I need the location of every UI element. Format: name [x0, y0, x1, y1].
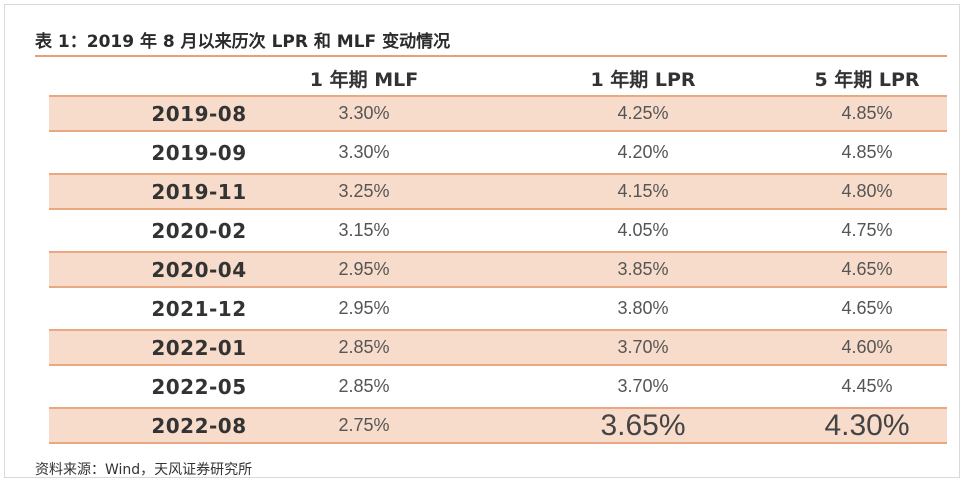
- row-mlf: 2.95%: [338, 259, 390, 279]
- row-lpr-1y: 3.65%: [600, 408, 686, 442]
- table-title: 表 1：2019 年 8 月以来历次 LPR 和 MLF 变动情况: [35, 32, 451, 52]
- row-lpr-5y: 4.80%: [841, 181, 893, 201]
- table-row: 2019-11 3.25% 4.15% 4.80%: [49, 173, 947, 210]
- header-mlf: 1 年期 MLF: [309, 68, 419, 91]
- row-lpr-1y: 3.85%: [617, 259, 669, 279]
- row-date: 2020-02: [151, 218, 247, 243]
- row-lpr-1y: 4.05%: [617, 220, 669, 240]
- row-lpr-1y: 3.70%: [617, 376, 669, 396]
- table-row: 2020-02 3.15% 4.05% 4.75%: [49, 212, 947, 249]
- table-row: 2019-09 3.30% 4.20% 4.85%: [49, 134, 947, 171]
- header-lpr-1y: 1 年期 LPR: [590, 68, 696, 91]
- row-lpr-5y: 4.85%: [841, 142, 893, 162]
- row-lpr-5y: 4.30%: [824, 408, 910, 442]
- row-lpr-5y: 4.65%: [841, 259, 893, 279]
- row-mlf: 3.25%: [338, 181, 390, 201]
- row-mlf: 2.85%: [338, 376, 390, 396]
- table-row: 2019-08 3.30% 4.25% 4.85%: [49, 95, 947, 132]
- row-date: 2019-09: [151, 140, 247, 165]
- row-date: 2022-01: [151, 335, 247, 360]
- row-date: 2020-04: [151, 257, 247, 282]
- row-mlf: 2.95%: [338, 298, 390, 318]
- row-lpr-5y: 4.65%: [841, 298, 893, 318]
- row-date: 2022-08: [151, 413, 247, 438]
- table-row: 2022-05 2.85% 3.70% 4.45%: [49, 368, 947, 405]
- header-lpr-5y: 5 年期 LPR: [814, 68, 920, 91]
- table-row: 2020-04 2.95% 3.85% 4.65%: [49, 251, 947, 288]
- row-mlf: 3.30%: [338, 103, 390, 123]
- row-lpr-5y: 4.85%: [841, 103, 893, 123]
- row-lpr-1y: 3.70%: [617, 337, 669, 357]
- row-mlf: 2.85%: [338, 337, 390, 357]
- row-date: 2019-11: [151, 179, 247, 204]
- table-body: 2019-08 3.30% 4.25% 4.85% 2019-09 3.30% 4.20% 4…: [49, 95, 947, 446]
- row-mlf: 2.75%: [338, 415, 390, 435]
- table-row: 2022-08 2.75% 3.65% 4.30%: [49, 407, 947, 444]
- row-lpr-1y: 3.80%: [617, 298, 669, 318]
- row-lpr-5y: 4.75%: [841, 220, 893, 240]
- row-mlf: 3.30%: [338, 142, 390, 162]
- table-header: 1 年期 MLF 1 年期 LPR 5 年期 LPR: [49, 63, 947, 93]
- row-lpr-5y: 4.45%: [841, 376, 893, 396]
- title-divider: [35, 55, 947, 57]
- row-date: 2019-08: [151, 101, 247, 126]
- table-row: 2022-01 2.85% 3.70% 4.60%: [49, 329, 947, 366]
- row-date: 2022-05: [151, 374, 247, 399]
- table-row: 2021-12 2.95% 3.80% 4.65%: [49, 290, 947, 327]
- row-lpr-1y: 4.15%: [617, 181, 669, 201]
- source-note: 资料来源：Wind，天风证券研究所: [35, 462, 253, 478]
- row-date: 2021-12: [151, 296, 247, 321]
- row-lpr-5y: 4.60%: [841, 337, 893, 357]
- row-lpr-1y: 4.20%: [617, 142, 669, 162]
- row-lpr-1y: 4.25%: [617, 103, 669, 123]
- row-mlf: 3.15%: [338, 220, 390, 240]
- table-card: 表 1：2019 年 8 月以来历次 LPR 和 MLF 变动情况 1 年期 M…: [4, 4, 960, 478]
